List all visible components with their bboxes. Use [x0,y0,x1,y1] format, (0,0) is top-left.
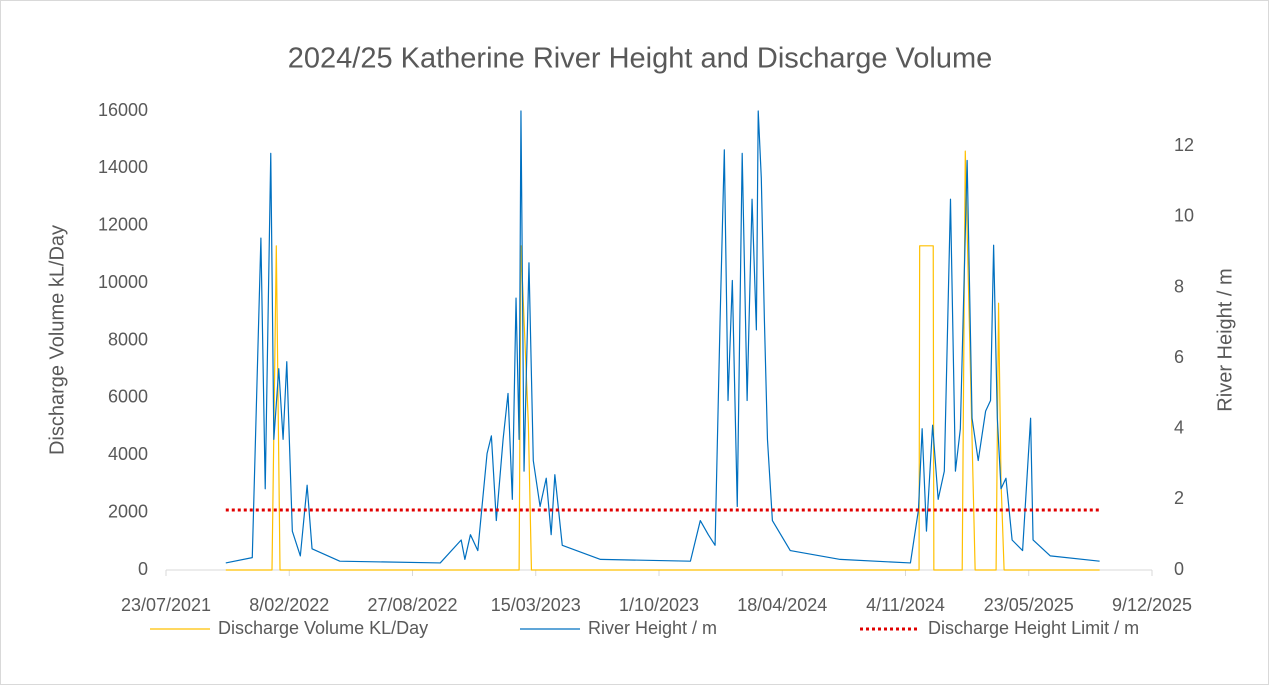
y2-axis-title: River Height / m [1214,268,1236,411]
x-tick-label: 9/12/2025 [1112,595,1192,615]
x-tick-label: 27/08/2022 [367,595,457,615]
y2-tick-label: 12 [1174,135,1194,155]
y2-tick-label: 6 [1174,347,1184,367]
x-tick-label: 4/11/2024 [866,595,945,615]
y-tick-label: 16000 [98,100,148,120]
legend-label: Discharge Height Limit / m [928,618,1139,638]
x-tick-label: 8/02/2022 [249,595,329,615]
y-tick-label: 14000 [98,157,148,177]
x-tick-label: 15/03/2023 [491,595,581,615]
x-tick-label: 23/07/2021 [121,595,211,615]
y-tick-label: 0 [138,559,148,579]
series-line [225,110,1100,564]
legend-label: River Height / m [588,618,717,638]
y-tick-label: 6000 [108,387,148,407]
x-tick-label: 1/10/2023 [619,595,699,615]
chart-title: 2024/25 Katherine River Height and Disch… [288,43,992,75]
legend-label: Discharge Volume KL/Day [218,618,428,638]
series-line [225,150,1100,571]
y2-tick-label: 8 [1174,276,1184,296]
x-tick-label: 23/05/2025 [984,595,1074,615]
x-tick-label: 18/04/2024 [737,595,827,615]
y2-tick-label: 4 [1174,418,1184,438]
y-tick-label: 2000 [108,501,148,521]
y2-tick-label: 0 [1174,559,1184,579]
y-axis-title: Discharge Volume kL/Day [46,225,68,455]
y-tick-label: 8000 [108,329,148,349]
y-tick-label: 10000 [98,272,148,292]
y2-tick-label: 2 [1174,488,1184,508]
y-tick-label: 12000 [98,215,148,235]
y-tick-label: 4000 [108,444,148,464]
y2-tick-label: 10 [1174,206,1194,226]
